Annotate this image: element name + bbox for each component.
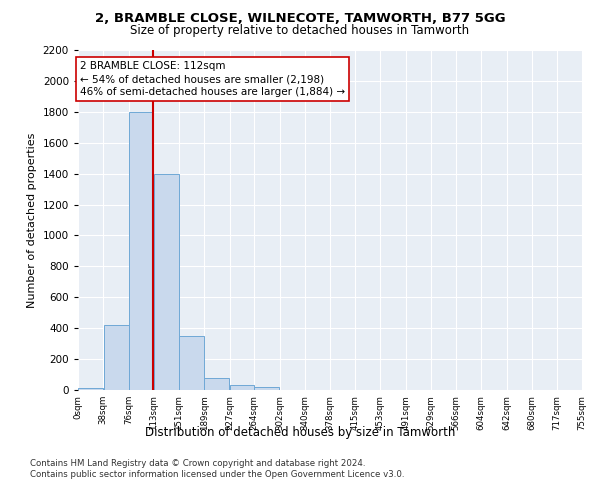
Bar [179, 336, 204, 390]
Bar [230, 386, 254, 390]
Bar [78, 388, 103, 390]
Bar [254, 387, 280, 390]
Bar [205, 378, 229, 390]
Text: Distribution of detached houses by size in Tamworth: Distribution of detached houses by size … [145, 426, 455, 439]
Bar [129, 112, 153, 390]
Text: Contains public sector information licensed under the Open Government Licence v3: Contains public sector information licen… [30, 470, 404, 479]
Text: 2, BRAMBLE CLOSE, WILNECOTE, TAMWORTH, B77 5GG: 2, BRAMBLE CLOSE, WILNECOTE, TAMWORTH, B… [95, 12, 505, 26]
Text: Size of property relative to detached houses in Tamworth: Size of property relative to detached ho… [130, 24, 470, 37]
Text: Contains HM Land Registry data © Crown copyright and database right 2024.: Contains HM Land Registry data © Crown c… [30, 458, 365, 468]
Bar [104, 325, 128, 390]
Bar [154, 174, 179, 390]
Y-axis label: Number of detached properties: Number of detached properties [27, 132, 37, 308]
Text: 2 BRAMBLE CLOSE: 112sqm
← 54% of detached houses are smaller (2,198)
46% of semi: 2 BRAMBLE CLOSE: 112sqm ← 54% of detache… [80, 61, 345, 97]
